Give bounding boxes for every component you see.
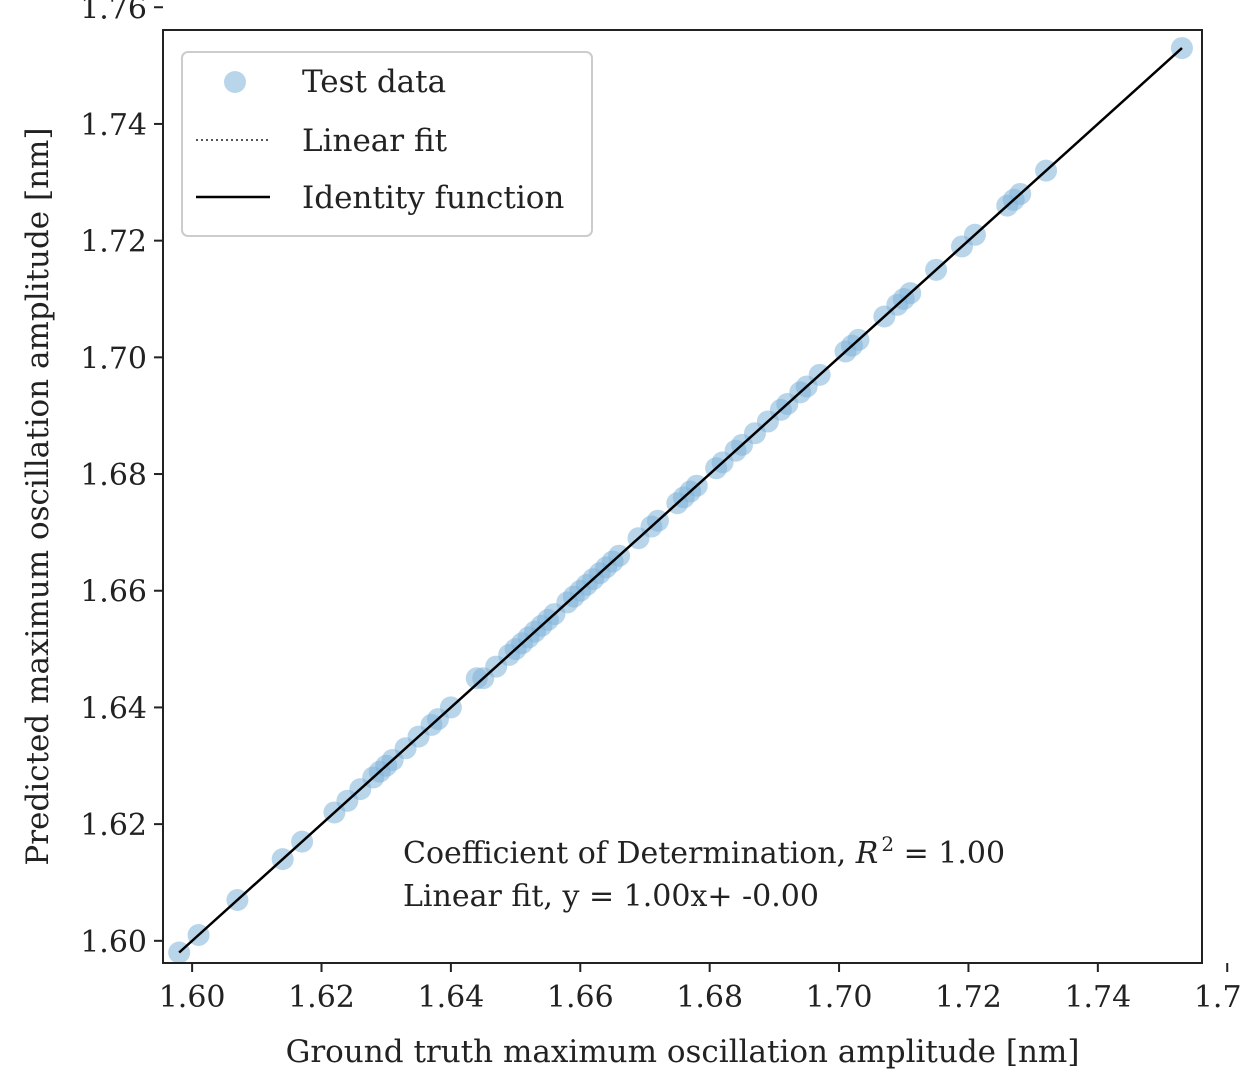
- x-tick-label: 1.66: [547, 980, 614, 1015]
- legend-label-identity-function: Identity function: [302, 180, 564, 216]
- legend-label-linear-fit: Linear fit: [302, 123, 448, 159]
- y-tick-label: 1.68: [80, 458, 147, 493]
- x-tick-label: 1.64: [417, 980, 484, 1015]
- identity-line: [178, 47, 1183, 954]
- x-axis: 1.60 1.62 1.64 1.66 1.68 1.70 1.72 1.74 1.76: [159, 963, 1243, 1015]
- y-axis-label: Predicted maximum oscillation amplitude …: [20, 127, 56, 865]
- x-tick-label: 1.74: [1064, 980, 1131, 1015]
- y-tick-label: 1.76: [80, 0, 147, 26]
- r2-value: = 1.00: [894, 836, 1005, 871]
- legend-marker-test-data: [224, 71, 246, 93]
- y-tick-label: 1.66: [80, 575, 147, 610]
- r2-prefix: Coefficient of Determination,: [403, 836, 856, 871]
- x-tick-label: 1.70: [806, 980, 873, 1015]
- y-tick-label: 1.62: [80, 808, 147, 843]
- r2-exponent: 2: [881, 832, 894, 856]
- legend: Test data Linear fit Identity function: [181, 51, 593, 237]
- x-tick-label: 1.68: [676, 980, 743, 1015]
- legend-label-test-data: Test data: [302, 64, 446, 100]
- fit-annotation: Linear fit, y = 1.00x+ -0.00: [403, 879, 819, 914]
- axes-frame: [162, 29, 1203, 964]
- y-axis: 1.60 1.62 1.64 1.66 1.68 1.70 1.72 1.74 1.76: [80, 0, 163, 960]
- r2-symbol: R: [855, 836, 879, 871]
- legend-box: [181, 51, 593, 237]
- x-tick-label: 1.76: [1194, 980, 1243, 1015]
- y-tick-label: 1.74: [80, 108, 147, 143]
- y-tick-label: 1.72: [80, 225, 147, 260]
- x-axis-label: Ground truth maximum oscillation amplitu…: [286, 1034, 1080, 1070]
- x-tick-label: 1.60: [159, 980, 226, 1015]
- x-tick-label: 1.62: [288, 980, 355, 1015]
- y-tick-label: 1.60: [80, 925, 147, 960]
- x-tick-label: 1.72: [935, 980, 1002, 1015]
- y-tick-label: 1.70: [80, 341, 147, 376]
- plot-area: [168, 37, 1193, 964]
- y-tick-label: 1.64: [80, 691, 147, 726]
